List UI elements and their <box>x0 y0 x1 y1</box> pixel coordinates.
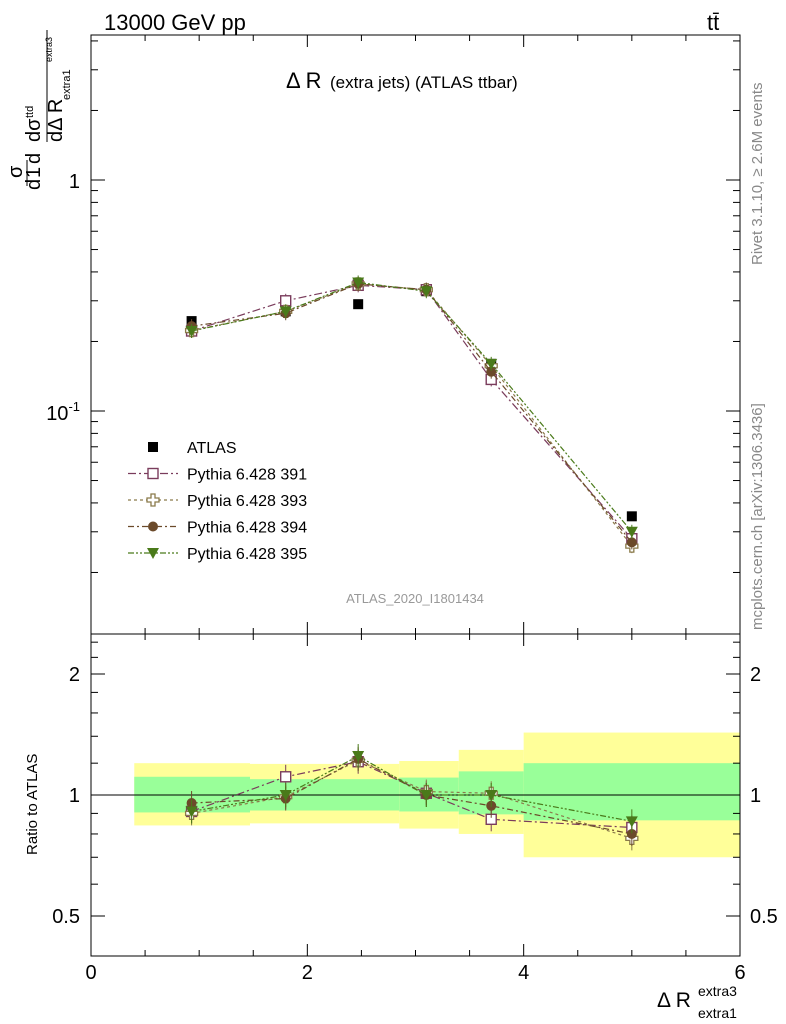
x-axis-label: Δ R extra3 extra1 <box>657 983 737 1021</box>
legend-marker <box>148 521 158 532</box>
legend-label: Pythia 6.428 394 <box>187 520 307 537</box>
axis-tick-labels: 1 10-1 0 2 4 6 0.5 0.5 1 1 2 2 <box>46 171 778 984</box>
ratio-data-point <box>280 771 292 783</box>
legend-marker <box>146 493 160 507</box>
ratio-data-point <box>279 790 292 801</box>
svg-text:σ: σ <box>5 165 27 178</box>
data-point <box>352 277 365 289</box>
data-point <box>185 325 198 337</box>
plot-title-sub: (extra jets) (ATLAS ttbar) <box>330 73 518 92</box>
ratio-series-line <box>191 759 633 839</box>
series-line <box>191 283 633 543</box>
svg-text:dΔ R: dΔ R <box>45 99 67 142</box>
legend-label: Pythia 6.428 393 <box>187 493 307 510</box>
plot-title-main: Δ R <box>286 68 321 93</box>
main-plot-series <box>184 275 639 554</box>
svg-text:extra3: extra3 <box>44 37 54 62</box>
x-tick-label: 2 <box>302 962 313 984</box>
svg-text:extra3: extra3 <box>698 983 737 999</box>
rivet-version-label: Rivet 3.1.10, ≥ 2.6M events <box>749 83 766 266</box>
svg-text:extra1: extra1 <box>61 69 73 100</box>
legend-label: Pythia 6.428 395 <box>187 546 307 563</box>
ratio-series-line <box>191 755 632 822</box>
svg-text:d: d <box>23 153 45 164</box>
ratio-y-axis-label: Ratio to ATLAS <box>24 754 41 855</box>
collision-label: 13000 GeV pp <box>104 10 246 35</box>
svg-text:Δ R: Δ R <box>657 989 691 1012</box>
series-line <box>191 281 633 533</box>
ratio-y-tick-label-right: 1 <box>750 785 761 807</box>
y-tick-label: 1 <box>69 171 80 193</box>
legend-marker <box>147 467 159 480</box>
data-point <box>626 537 637 548</box>
ratio-data-point <box>625 816 638 828</box>
legend-marker <box>147 548 159 559</box>
ratio-data-point <box>185 806 198 818</box>
x-tick-label: 6 <box>734 962 745 984</box>
x-tick-label: 0 <box>85 962 96 984</box>
data-point <box>625 526 638 538</box>
ratio-y-tick-label-right: 2 <box>750 664 761 686</box>
ratio-y-tick-label: 1 <box>69 785 80 807</box>
process-label: tt̄ <box>707 10 719 35</box>
ratio-plot-series <box>184 744 639 851</box>
svg-text:extra1: extra1 <box>698 1005 737 1021</box>
ratio-data-point <box>626 828 637 839</box>
ratio-y-tick-label: 2 <box>69 664 80 686</box>
svg-text:1: 1 <box>23 167 45 178</box>
data-point <box>485 358 498 370</box>
legend: ATLAS Pythia 6.428 391 Pythia 6.428 393 Pyt… <box>128 440 307 563</box>
x-tick-label: 4 <box>518 962 529 984</box>
svg-text:dσ: dσ <box>23 118 45 142</box>
ratio-y-tick-label: 0.5 <box>52 906 80 928</box>
series-line <box>191 284 633 540</box>
data-point <box>626 511 637 522</box>
data-point <box>486 366 497 377</box>
ratio-y-tick-label-right: 0.5 <box>750 906 778 928</box>
legend-marker <box>148 442 158 452</box>
analysis-watermark: ATLAS_2020_I1801434 <box>346 591 484 606</box>
mcplots-label: mcplots.cern.ch [arXiv:1306.3436] <box>749 403 766 630</box>
ratio-data-point <box>420 790 433 801</box>
legend-label: Pythia 6.428 391 <box>187 467 307 484</box>
legend-label: ATLAS <box>187 440 237 457</box>
data-point <box>279 306 292 318</box>
ratio-series-line <box>191 758 632 835</box>
main-y-axis-label: d 1 σ d dσ ttd dΔ R extra1 extra3 <box>5 30 73 190</box>
svg-text:d: d <box>23 179 45 190</box>
data-point <box>353 299 364 310</box>
svg-text:ttd: ttd <box>24 106 36 118</box>
ratio-data-point <box>352 751 365 763</box>
data-point <box>280 295 292 307</box>
data-point <box>420 286 433 298</box>
ratio-data-point <box>485 790 498 801</box>
y-tick-label: 10-1 <box>46 399 80 425</box>
